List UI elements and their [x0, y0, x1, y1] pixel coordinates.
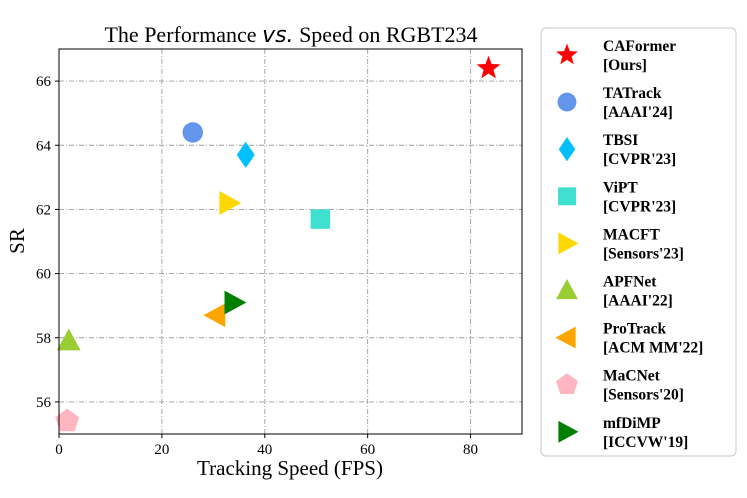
legend-marker-tbsi: [558, 137, 576, 162]
x-tick-label: 0: [55, 442, 63, 458]
legend-marker-caformer: [556, 43, 578, 65]
point-vipt: [310, 209, 331, 229]
legend-label-apfnet: APFNet: [603, 274, 657, 291]
point-macnet: [55, 408, 80, 432]
x-tick-label: 20: [154, 442, 169, 458]
legend-label-protrack: ProTrack: [603, 321, 667, 338]
legend-marker-tatrack: [557, 92, 577, 112]
legend-label-vipt: ViPT: [603, 179, 638, 196]
point-caformer: [476, 55, 501, 79]
legend-label-tatrack: TATrack: [603, 85, 662, 102]
legend-venue-protrack: [ACM MM'22]: [603, 340, 703, 357]
x-tick-label: 80: [463, 442, 478, 458]
legend-venue-tatrack: [AAAI'24]: [603, 104, 673, 121]
legend-label-macft: MACFT: [603, 226, 660, 243]
legend-venue-apfnet: [AAAI'22]: [603, 293, 673, 310]
data-points: [55, 55, 501, 432]
legend-box: [540, 27, 737, 457]
plot-frame: [58, 48, 523, 435]
legend-label-tbsi: TBSI: [603, 132, 638, 149]
y-tick-label: 56: [36, 395, 52, 411]
point-protrack: [203, 303, 226, 328]
chart-title-vs: vs.: [262, 23, 293, 48]
point-apfnet: [56, 328, 81, 351]
legend-venue-macft: [Sensors'23]: [603, 245, 684, 262]
legend-label-macnet: MaCNet: [603, 368, 661, 385]
y-tick-label: 60: [36, 267, 51, 283]
legend-marker-mfdimp: [558, 420, 579, 443]
legend: CAFormer [Ours] TATrack [AAAI'24] TBSI [CVPR'…: [540, 27, 737, 457]
chart-title: The Performance vs. Speed on RGBT234: [104, 22, 477, 48]
y-tick-label: 62: [36, 202, 51, 218]
x-tick-label: 60: [360, 442, 375, 458]
legend-venue-tbsi: [CVPR'23]: [603, 151, 676, 168]
x-tick-label: 40: [257, 442, 272, 458]
legend-label-caformer: CAFormer: [603, 38, 676, 55]
legend-marker-macnet: [556, 373, 578, 394]
y-axis-label: SR: [5, 228, 29, 254]
legend-marker-protrack: [555, 326, 576, 349]
legend-marker-macft: [558, 232, 579, 255]
y-tick-label: 64: [36, 138, 52, 154]
legend-venue-mfdimp: [ICCVW'19]: [603, 434, 688, 451]
legend-label-mfdimp: mfDiMP: [603, 415, 661, 432]
legend-marker-vipt: [558, 187, 576, 206]
legend-venue-caformer: [Ours]: [603, 57, 647, 74]
point-mfdimp: [224, 290, 247, 315]
y-tick-label: 58: [36, 331, 51, 347]
grid: [58, 49, 522, 434]
ticks: 0 20 40 60 80 56 58 60 62 64 66: [36, 74, 478, 458]
legend-marker-apfnet: [556, 279, 578, 300]
point-tbsi: [236, 141, 255, 168]
y-tick-label: 66: [36, 74, 52, 90]
legend-venue-vipt: [CVPR'23]: [603, 198, 676, 215]
x-axis-label: Tracking Speed (FPS): [197, 456, 383, 480]
point-macft: [219, 191, 242, 215]
legend-venue-macnet: [Sensors'20]: [603, 387, 684, 404]
point-tatrack: [182, 122, 204, 143]
